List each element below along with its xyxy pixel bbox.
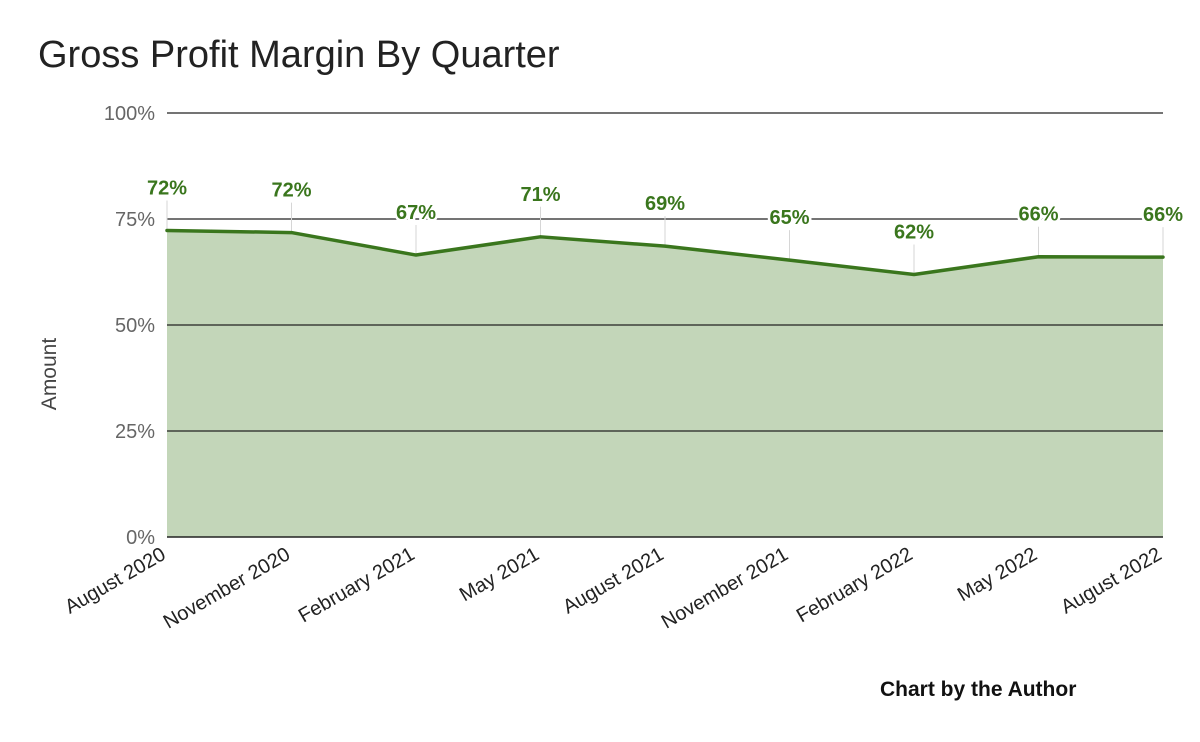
- x-tick-label: November 2021: [658, 543, 792, 633]
- y-tick-label: 25%: [115, 421, 155, 443]
- y-tick-label: 0%: [126, 527, 155, 549]
- x-tick-label: February 2022: [793, 543, 917, 627]
- data-label: 67%: [396, 202, 436, 224]
- y-tick-label: 100%: [104, 103, 155, 125]
- x-tick-label: February 2021: [295, 543, 419, 627]
- x-tick-label: May 2022: [954, 543, 1041, 606]
- data-label: 66%: [1143, 204, 1183, 226]
- data-labels: 72% 72% 67% 71% 69% 65% 62% 66% 66%: [144, 175, 1185, 246]
- x-tick-label: August 2021: [559, 543, 667, 618]
- data-label: 66%: [1018, 204, 1058, 226]
- data-label: 72%: [271, 180, 311, 202]
- area-fill-layer: [167, 230, 1163, 537]
- data-label: 65%: [769, 207, 809, 229]
- data-label: 62%: [894, 222, 934, 244]
- y-tick-labels: 0% 25% 50% 75% 100%: [104, 103, 155, 549]
- area-fill: [167, 230, 1163, 537]
- x-tick-label: November 2020: [160, 543, 294, 633]
- label-leaders: [166, 200, 1164, 275]
- y-tick-label: 50%: [115, 315, 155, 337]
- chart-title: Gross Profit Margin By Quarter: [38, 34, 560, 76]
- series-line: [165, 228, 1165, 277]
- data-label: 71%: [520, 184, 560, 206]
- data-label: 72%: [147, 177, 187, 199]
- data-label: 69%: [645, 193, 685, 215]
- x-tick-label: May 2021: [456, 543, 543, 606]
- y-axis-label: Amount: [38, 338, 61, 411]
- x-tick-label: August 2020: [61, 543, 169, 618]
- chart-credit: Chart by the Author: [880, 678, 1077, 701]
- x-tick-label: August 2022: [1057, 543, 1165, 618]
- y-tick-label: 75%: [115, 209, 155, 231]
- series-line-layer: [165, 228, 1165, 277]
